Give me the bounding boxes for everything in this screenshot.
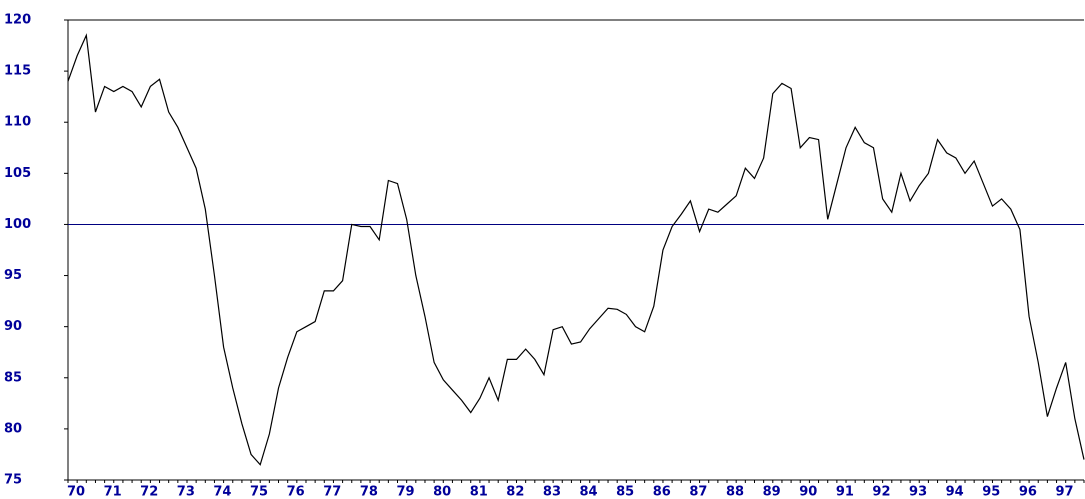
- x-tick-label: 75: [250, 485, 268, 499]
- y-tick-label: 75: [4, 473, 22, 488]
- x-tick-label: 96: [1019, 485, 1037, 499]
- x-tick-label: 72: [140, 485, 158, 499]
- y-tick-label: 80: [4, 421, 22, 436]
- x-tick-label: 79: [396, 485, 414, 499]
- x-tick-label: 74: [213, 485, 231, 499]
- x-tick-label: 86: [653, 485, 671, 499]
- x-tick-label: 84: [580, 485, 598, 499]
- x-tick-label: 90: [799, 485, 817, 499]
- x-tick-label: 89: [763, 485, 781, 499]
- x-tick-label: 71: [104, 485, 122, 499]
- y-tick-label: 110: [4, 115, 31, 130]
- y-tick-label: 100: [4, 217, 31, 232]
- x-tick-label: 85: [616, 485, 634, 499]
- x-tick-label: 91: [836, 485, 854, 499]
- x-tick-label: 76: [287, 485, 305, 499]
- x-tick-label: 83: [543, 485, 561, 499]
- x-tick-label: 73: [177, 485, 195, 499]
- x-tick-label: 97: [1055, 485, 1073, 499]
- x-tick-label: 77: [323, 485, 341, 499]
- y-tick-label: 120: [4, 13, 31, 28]
- x-tick-label: 78: [360, 485, 378, 499]
- x-tick-label: 95: [982, 485, 1000, 499]
- y-tick-label: 115: [4, 64, 31, 79]
- x-tick-label: 81: [470, 485, 488, 499]
- x-tick-label: 92: [872, 485, 890, 499]
- x-tick-label: 87: [689, 485, 707, 499]
- x-tick-label: 82: [506, 485, 524, 499]
- x-tick-label: 93: [909, 485, 927, 499]
- x-tick-label: 94: [946, 485, 964, 499]
- x-tick-label: 70: [67, 485, 85, 499]
- y-tick-label: 85: [4, 370, 22, 385]
- y-tick-label: 90: [4, 319, 22, 334]
- x-tick-label: 80: [433, 485, 451, 499]
- x-tick-label: 88: [726, 485, 744, 499]
- y-tick-label: 95: [4, 268, 22, 283]
- y-tick-label: 105: [4, 166, 31, 181]
- data-line: [67, 33, 1085, 466]
